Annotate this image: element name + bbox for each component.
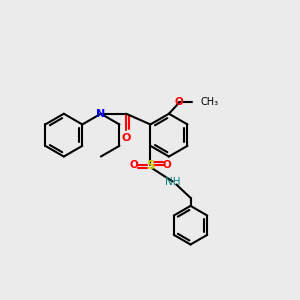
Text: O: O [122, 133, 131, 143]
Text: CH₃: CH₃ [200, 98, 218, 107]
Text: S: S [146, 159, 155, 172]
Text: O: O [130, 160, 138, 170]
Text: N: N [96, 109, 106, 119]
Text: O: O [162, 160, 171, 170]
Text: NH: NH [165, 176, 180, 187]
Text: O: O [175, 98, 184, 107]
